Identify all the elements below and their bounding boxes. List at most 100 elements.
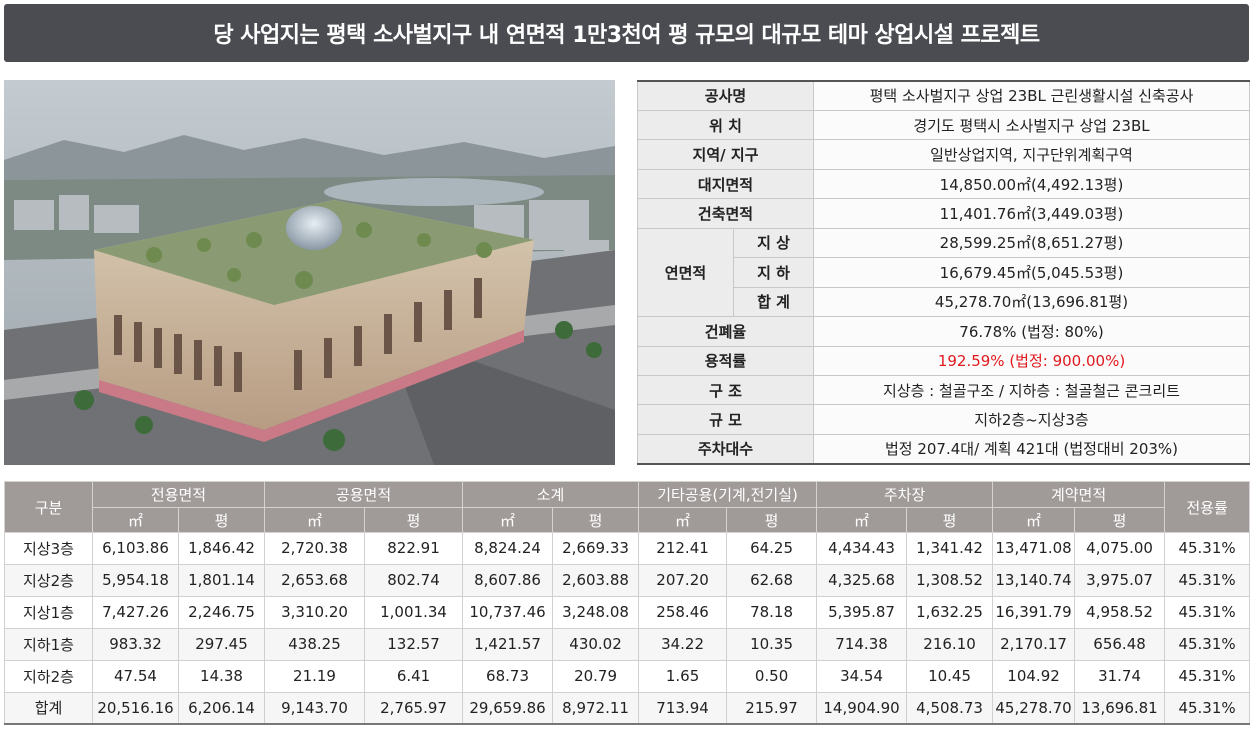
table-cell: 34.54 xyxy=(816,659,908,693)
table-row: 지상2층 5,954.18 1,801.14 2,653.68 802.74 8,607.… xyxy=(4,563,1251,597)
project-info-table: 공사명 평택 소사벌지구 상업 23BL 근린생활시설 신축공사 위 치 경기도… xyxy=(637,79,1250,465)
table-cell: 4,508.73 xyxy=(906,691,994,725)
info-row-floor-area-above: 연면적 지 상 28,599.25㎡(8,651.27평) xyxy=(637,227,1250,318)
table-cell: 13,140.74 xyxy=(992,563,1076,597)
header-unit: ㎡ xyxy=(264,507,366,533)
floor-area-label: 연면적 xyxy=(637,227,734,318)
area-breakdown-table: 구분 전용면적 공용면적 소계 기타공용(기계,전기실) 주차장 계약면적 전용… xyxy=(4,481,1251,725)
table-cell: 21.19 xyxy=(264,659,366,693)
building-rendering-image xyxy=(4,80,615,465)
table-cell: 7,427.26 xyxy=(92,595,179,629)
info-row-zoning: 지역/ 지구 일반상업지역, 지구단위계획구역 xyxy=(637,139,1250,170)
info-label: 합 계 xyxy=(733,286,814,318)
area-table-body: 지상3층 6,103.86 1,846.42 2,720.38 822.91 8,824.… xyxy=(4,532,1251,725)
table-cell: 13,696.81 xyxy=(1074,691,1166,725)
header-group: 주차장 xyxy=(816,481,994,508)
table-row: 합계 20,516.16 6,206.14 9,143.70 2,765.97 29,65… xyxy=(4,691,1251,725)
info-label: 주차대수 xyxy=(637,433,814,465)
table-cell: 2,669.33 xyxy=(552,532,640,565)
table-cell: 822.91 xyxy=(364,532,464,565)
table-cell: 1,308.52 xyxy=(906,563,994,597)
table-row: 지하2층 47.54 14.38 21.19 6.41 68.73 20.79 1.65 0.5… xyxy=(4,659,1251,693)
table-cell: 47.54 xyxy=(92,659,179,693)
table-cell: 45,278.70 xyxy=(992,691,1076,725)
info-row-floor-area-below: 지 하 16,679.45㎡(5,045.53평) xyxy=(638,257,1250,288)
table-cell: 68.73 xyxy=(462,659,554,693)
info-label: 위 치 xyxy=(637,109,814,141)
table-cell: 5,395.87 xyxy=(816,595,908,629)
table-cell: 8,972.11 xyxy=(552,691,640,725)
info-row-coverage-ratio: 건폐율 76.78% (법정: 80%) xyxy=(637,316,1250,347)
info-value: 11,401.76㎡(3,449.03평) xyxy=(813,198,1250,229)
row-label: 합계 xyxy=(4,691,93,725)
table-cell: 2,603.88 xyxy=(552,563,640,597)
info-value: 법정 207.4대/ 계획 421대 (법정대비 203%) xyxy=(813,433,1250,465)
header-unit: 평 xyxy=(906,507,994,533)
header-group: 소계 xyxy=(462,481,640,508)
info-value: 45,278.70㎡(13,696.81평) xyxy=(813,286,1250,318)
info-label: 지 하 xyxy=(733,257,814,288)
header-category: 구분 xyxy=(4,481,93,533)
table-cell: 6,206.14 xyxy=(177,691,266,725)
table-cell: 438.25 xyxy=(264,627,366,661)
info-label: 대지면적 xyxy=(637,168,814,200)
header-unit: 평 xyxy=(552,507,640,533)
table-cell: 4,325.68 xyxy=(816,563,908,597)
table-cell: 714.38 xyxy=(816,627,908,661)
table-cell: 13,471.08 xyxy=(992,532,1076,565)
info-row-parking: 주차대수 법정 207.4대/ 계획 421대 (법정대비 203%) xyxy=(637,433,1250,465)
table-unit-row: ㎡ 평 ㎡ 평 ㎡ 평 ㎡ 평 ㎡ 평 ㎡ 평 xyxy=(5,507,1250,533)
title-banner: 당 사업지는 평택 소사벌지구 내 연면적 1만3천여 평 규모의 대규모 테마… xyxy=(4,4,1249,62)
table-cell: 62.68 xyxy=(726,563,818,597)
info-label: 구 조 xyxy=(637,375,814,406)
info-row-scale: 규 모 지하2층~지상3층 xyxy=(637,404,1250,435)
table-cell: 1,801.14 xyxy=(177,563,266,597)
header-unit: ㎡ xyxy=(462,507,554,533)
table-cell: 6.41 xyxy=(364,659,464,693)
header-unit: 평 xyxy=(1074,507,1166,533)
table-cell: 45.31% xyxy=(1164,659,1251,693)
table-cell: 2,246.75 xyxy=(177,595,266,629)
table-cell: 802.74 xyxy=(364,563,464,597)
header-group: 공용면적 xyxy=(264,481,464,508)
table-cell: 2,765.97 xyxy=(364,691,464,725)
info-value: 지하2층~지상3층 xyxy=(813,404,1250,435)
table-cell: 45.31% xyxy=(1164,595,1251,629)
table-cell: 132.57 xyxy=(364,627,464,661)
header-group: 기타공용(기계,전기실) xyxy=(638,481,818,508)
info-row-floor-area-total: 합 계 45,278.70㎡(13,696.81평) xyxy=(638,286,1250,318)
table-cell: 1,846.42 xyxy=(177,532,266,565)
table-cell: 5,954.18 xyxy=(92,563,179,597)
table-cell: 4,958.52 xyxy=(1074,595,1166,629)
table-cell: 0.50 xyxy=(726,659,818,693)
info-label: 지 상 xyxy=(733,227,814,259)
table-cell: 45.31% xyxy=(1164,627,1251,661)
table-cell: 16,391.79 xyxy=(992,595,1076,629)
table-header-row: 구분 전용면적 공용면적 소계 기타공용(기계,전기실) 주차장 계약면적 전용… xyxy=(4,481,1251,533)
table-cell: 656.48 xyxy=(1074,627,1166,661)
info-value: 76.78% (법정: 80%) xyxy=(813,316,1250,347)
info-label: 지역/ 지구 xyxy=(637,139,814,170)
table-cell: 258.46 xyxy=(638,595,728,629)
table-cell: 34.22 xyxy=(638,627,728,661)
info-row-site-area: 대지면적 14,850.00㎡(4,492.13평) xyxy=(637,168,1250,200)
table-cell: 10.35 xyxy=(726,627,818,661)
info-label: 규 모 xyxy=(637,404,814,435)
table-cell: 8,607.86 xyxy=(462,563,554,597)
table-cell: 4,434.43 xyxy=(816,532,908,565)
table-cell: 212.41 xyxy=(638,532,728,565)
header-unit: 평 xyxy=(177,507,266,533)
table-cell: 10,737.46 xyxy=(462,595,554,629)
table-cell: 216.10 xyxy=(906,627,994,661)
table-cell: 45.31% xyxy=(1164,691,1251,725)
info-row-location: 위 치 경기도 평택시 소사벌지구 상업 23BL xyxy=(637,109,1250,141)
info-value: 경기도 평택시 소사벌지구 상업 23BL xyxy=(813,109,1250,141)
header-unit: ㎡ xyxy=(992,507,1076,533)
table-cell: 1,632.25 xyxy=(906,595,994,629)
header-group: 전용면적 xyxy=(91,481,266,508)
table-cell: 45.31% xyxy=(1164,563,1251,597)
table-cell: 2,720.38 xyxy=(264,532,366,565)
table-cell: 64.25 xyxy=(726,532,818,565)
info-value: 지상층 : 철골구조 / 지하층 : 철골철근 콘크리트 xyxy=(813,375,1250,406)
table-row: 지하1층 983.32 297.45 438.25 132.57 1,421.57 430.… xyxy=(4,627,1251,661)
